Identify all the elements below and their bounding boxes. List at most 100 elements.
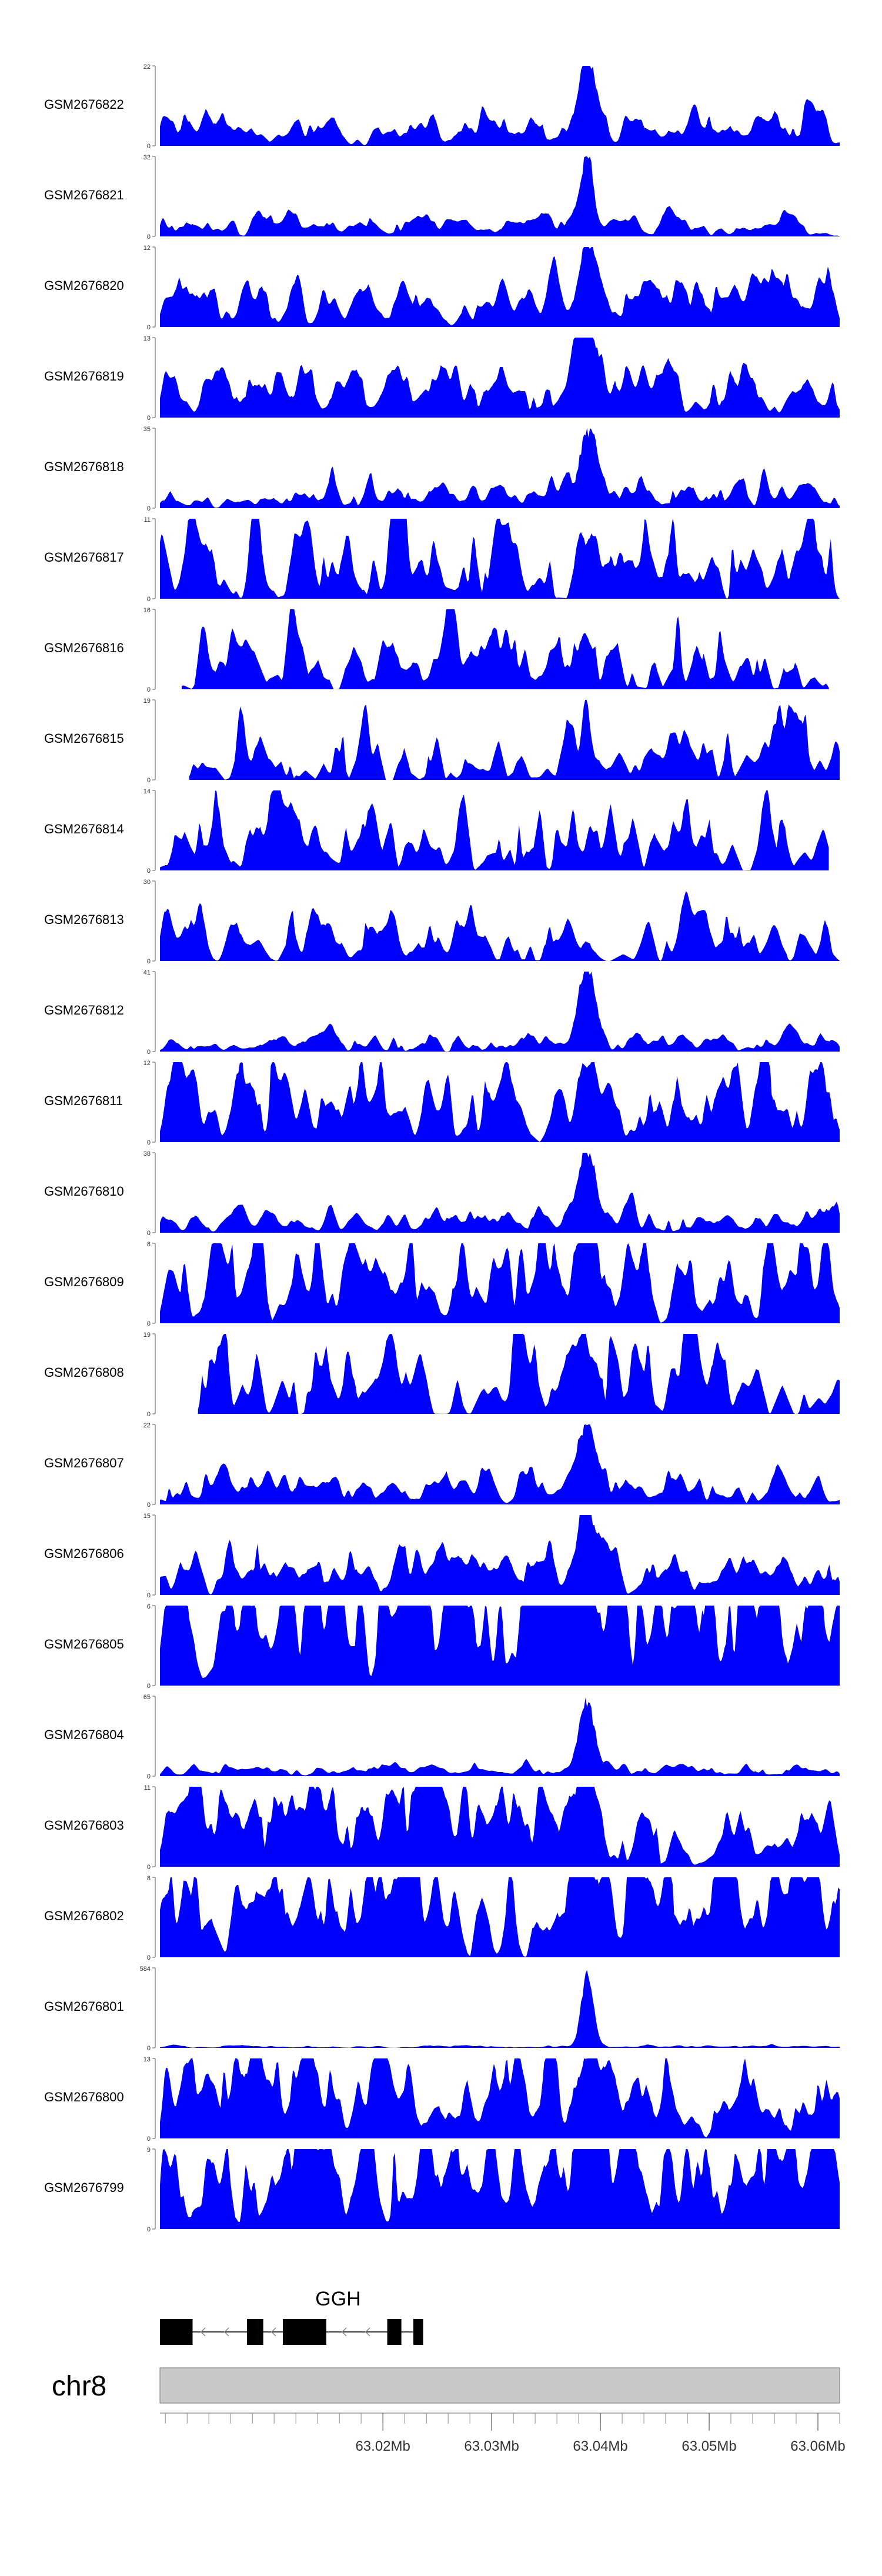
y-min-label: 0	[147, 143, 151, 150]
y-min-label: 0	[147, 1592, 151, 1599]
signal-area	[160, 428, 840, 508]
y-max-label: 41	[143, 969, 151, 976]
track-label: GSM2676802	[44, 1908, 124, 1923]
track-label: GSM2676815	[44, 731, 124, 746]
y-min-label: 0	[147, 867, 151, 875]
track-GSM2676805: GSM2676805 6 0	[44, 1603, 840, 1690]
y-min-label: 0	[147, 415, 151, 422]
gene-exon	[258, 2319, 263, 2345]
track-GSM2676821: GSM2676821 32 0	[44, 154, 840, 241]
chromosome-bar	[159, 2367, 840, 2404]
y-max-label: 16	[143, 607, 151, 614]
signal-area	[160, 1697, 840, 1776]
y-max-label: 8	[147, 1875, 151, 1882]
track-GSM2676817: GSM2676817 11 0	[44, 516, 840, 603]
y-min-label: 0	[147, 1954, 151, 1961]
track-label: GSM2676821	[44, 188, 124, 202]
chromosome-ideogram: chr8	[52, 2367, 840, 2404]
y-max-label: 22	[143, 64, 151, 71]
track-label: GSM2676800	[44, 2090, 124, 2104]
track-label: GSM2676803	[44, 1818, 124, 1833]
track-label: GSM2676814	[44, 822, 124, 836]
track-label: GSM2676817	[44, 550, 124, 565]
y-min-label: 0	[147, 777, 151, 784]
track-GSM2676815: GSM2676815 19 0	[44, 698, 840, 784]
track-GSM2676803: GSM2676803 11 0	[44, 1784, 840, 1871]
y-min-label: 0	[147, 2226, 151, 2233]
gene-exon	[160, 2319, 193, 2345]
signal-area	[160, 2058, 840, 2138]
y-max-label: 13	[143, 335, 151, 342]
genome-axis: 63.02Mb 63.03Mb 63.04Mb 63.05Mb 63.06Mb	[160, 2413, 846, 2454]
y-max-label: 8	[147, 1241, 151, 1248]
signal-area	[160, 338, 840, 418]
y-min-label: 0	[147, 686, 151, 693]
strand-arrow	[341, 2327, 347, 2337]
track-label: GSM2676819	[44, 369, 124, 383]
signal-area	[160, 790, 829, 870]
signal-tracks: GSM2676822220GSM2676821320GSM2676820120G…	[44, 64, 840, 2233]
track-label: GSM2676809	[44, 1274, 124, 1289]
y-max-label: 11	[144, 1784, 151, 1791]
track-GSM2676814: GSM2676814 14 0	[44, 788, 829, 875]
y-max-label: 19	[143, 698, 151, 705]
y-max-label: 35	[143, 426, 151, 433]
track-label: GSM2676804	[44, 1727, 124, 1742]
y-min-label: 0	[147, 596, 151, 603]
signal-area	[160, 247, 840, 327]
gene-exon	[283, 2319, 326, 2345]
signal-area	[160, 1424, 840, 1504]
y-max-label: 15	[143, 1513, 151, 1520]
track-GSM2676810: GSM2676810 38 0	[44, 1150, 840, 1237]
gene-exon	[387, 2319, 402, 2345]
gene-label: GGH	[315, 2288, 360, 2310]
y-max-label: 19	[143, 1332, 151, 1339]
signal-area	[160, 1787, 840, 1867]
track-GSM2676802: GSM2676802 8 0	[44, 1875, 840, 1961]
signal-area	[160, 66, 840, 146]
track-GSM2676822: GSM2676822 22 0	[44, 64, 840, 150]
y-min-label: 0	[147, 1864, 151, 1871]
strand-arrow	[200, 2327, 206, 2337]
signal-area	[160, 1243, 840, 1323]
y-max-label: 12	[143, 245, 151, 252]
track-label: GSM2676816	[44, 640, 124, 655]
strand-arrow	[270, 2327, 276, 2337]
signal-area	[160, 1877, 840, 1957]
track-label: GSM2676806	[44, 1546, 124, 1561]
track-GSM2676820: GSM2676820 12 0	[44, 245, 840, 331]
y-min-label: 0	[147, 1411, 151, 1418]
signal-area	[160, 1062, 840, 1142]
signal-area	[182, 609, 829, 689]
axis-tick-label: 63.03Mb	[464, 2438, 519, 2454]
signal-area	[160, 1515, 840, 1595]
track-GSM2676801: GSM2676801 584 0	[44, 1966, 840, 2052]
y-max-label: 32	[143, 154, 151, 161]
track-label: GSM2676818	[44, 459, 124, 474]
gene-exon	[246, 2319, 258, 2345]
y-max-label: 22	[143, 1422, 151, 1429]
y-max-label: 9	[147, 2147, 151, 2154]
track-label: GSM2676801	[44, 1999, 124, 2014]
track-GSM2676808: GSM2676808 19 0	[44, 1332, 840, 1418]
track-label: GSM2676807	[44, 1456, 124, 1470]
y-max-label: 584	[140, 1966, 151, 1973]
track-label: GSM2676799	[44, 2180, 124, 2195]
track-label: GSM2676813	[44, 912, 124, 927]
signal-area	[160, 2149, 840, 2229]
y-max-label: 30	[143, 879, 151, 886]
track-label: GSM2676808	[44, 1365, 124, 1380]
gene-exons	[160, 2319, 423, 2345]
track-GSM2676811: GSM2676811 12 0	[44, 1060, 840, 1146]
y-max-label: 6	[147, 1603, 151, 1610]
track-GSM2676819: GSM2676819 13 0	[44, 335, 840, 422]
track-label: GSM2676811	[44, 1093, 123, 1108]
y-max-label: 14	[143, 788, 151, 795]
gene-track: GGH	[160, 2288, 423, 2345]
y-min-label: 0	[147, 233, 151, 241]
track-GSM2676813: GSM2676813 30 0	[44, 879, 840, 965]
y-min-label: 0	[147, 1773, 151, 1780]
y-min-label: 0	[147, 2135, 151, 2143]
y-min-label: 0	[147, 1139, 151, 1146]
